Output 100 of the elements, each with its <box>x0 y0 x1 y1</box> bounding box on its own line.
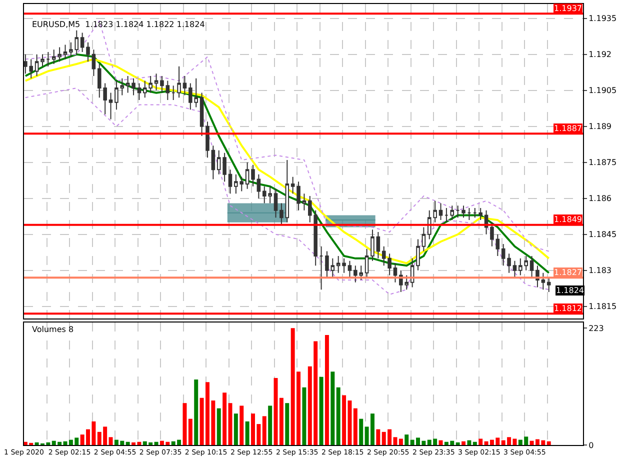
candlestick <box>200 92 204 137</box>
bar <box>262 416 266 445</box>
candlestick <box>280 202 284 226</box>
chart-title: Volumes 8 <box>32 325 74 334</box>
bar <box>154 442 158 445</box>
candlestick <box>512 260 517 278</box>
candlestick <box>473 208 477 218</box>
bar <box>302 387 306 445</box>
bar <box>245 421 250 445</box>
candlestick <box>438 202 443 221</box>
bar <box>182 403 187 445</box>
candlestick <box>330 258 335 278</box>
candlestick <box>541 272 546 290</box>
y-tick-label: 0 <box>588 440 594 450</box>
candlestick <box>154 73 158 91</box>
candlestick <box>296 181 300 211</box>
y-tick-label: 223 <box>588 324 604 333</box>
candlestick <box>478 208 482 221</box>
candlestick <box>410 258 414 288</box>
candlestick <box>467 208 472 221</box>
bar <box>472 442 477 445</box>
candlestick <box>422 226 426 252</box>
ref-line-label: 1.1937 <box>554 4 582 13</box>
candlestick <box>546 277 551 293</box>
candlestick <box>182 76 187 96</box>
bar <box>216 408 221 445</box>
candlestick <box>450 205 454 221</box>
candlestick <box>290 176 295 194</box>
bar <box>393 437 398 445</box>
candlestick <box>462 205 466 218</box>
text: EURUSD,M5 1.1823 1.1824 1.1822 1.1824 <box>32 20 205 29</box>
bar <box>398 438 403 445</box>
candlestick <box>166 80 170 101</box>
bar <box>478 438 483 445</box>
ref-line-label: 1.1887 <box>554 124 582 133</box>
y-tick-label: 1.1905 <box>588 86 617 96</box>
bar <box>324 334 329 445</box>
candlestick <box>126 76 130 94</box>
y-tick-label: 1.192 <box>588 50 612 60</box>
y-tick-label: 1.186 <box>588 194 612 204</box>
bar <box>108 437 113 445</box>
annotation: 1.1824 <box>556 286 584 295</box>
candlestick <box>530 256 534 278</box>
bar <box>330 372 335 445</box>
bar <box>194 380 198 445</box>
y-tick-label: 1.189 <box>588 122 612 132</box>
candlestick <box>245 162 250 190</box>
bar <box>240 406 244 445</box>
candlestick <box>370 229 374 262</box>
candlestick <box>285 160 290 223</box>
ref-line-label: 1.1827 <box>554 268 582 277</box>
line-series <box>24 20 550 252</box>
y-tick-label: 1.1935 <box>588 14 617 24</box>
bar <box>353 408 358 445</box>
bar <box>188 418 192 445</box>
candlestick <box>171 85 176 101</box>
candlestick <box>319 246 324 290</box>
candlestick <box>336 256 340 274</box>
candlestick <box>376 232 380 259</box>
candlestick <box>80 32 84 53</box>
candlestick <box>160 76 164 94</box>
bar <box>234 414 238 445</box>
candlestick <box>501 244 506 266</box>
y-tick-label: 1.1845 <box>588 230 617 240</box>
candlestick <box>137 82 142 101</box>
bar <box>404 434 409 445</box>
bar <box>126 442 130 445</box>
candlestick <box>206 121 210 158</box>
candlestick <box>251 164 255 187</box>
candlestick <box>348 260 352 278</box>
ref-line-label: 1.1849 <box>554 215 582 224</box>
candlestick <box>444 208 448 223</box>
candlestick <box>416 238 420 271</box>
bar <box>285 403 290 445</box>
candlestick <box>325 250 329 278</box>
candlestick <box>496 234 500 257</box>
bar <box>268 406 272 445</box>
candlestick <box>228 169 232 194</box>
y-tick-label: 1.183 <box>588 266 612 276</box>
candlestick <box>507 253 511 274</box>
candlestick <box>456 205 460 218</box>
bar <box>336 387 340 445</box>
bar <box>319 376 324 445</box>
bar <box>456 442 460 445</box>
candlestick <box>393 262 398 283</box>
candlestick <box>40 54 44 67</box>
candlestick <box>256 174 261 199</box>
candlestick <box>34 54 39 77</box>
y-tick-label: 1.1875 <box>588 158 617 168</box>
y-tick-label: 1.1815 <box>588 302 617 312</box>
candlestick <box>342 258 346 274</box>
bar <box>376 429 380 445</box>
candlestick <box>211 145 216 180</box>
candlestick <box>63 44 68 60</box>
candlestick <box>120 78 124 96</box>
bar <box>222 392 227 445</box>
candlestick <box>108 92 113 120</box>
candlestick <box>86 42 90 62</box>
candlestick <box>46 52 50 67</box>
bar <box>467 440 472 445</box>
